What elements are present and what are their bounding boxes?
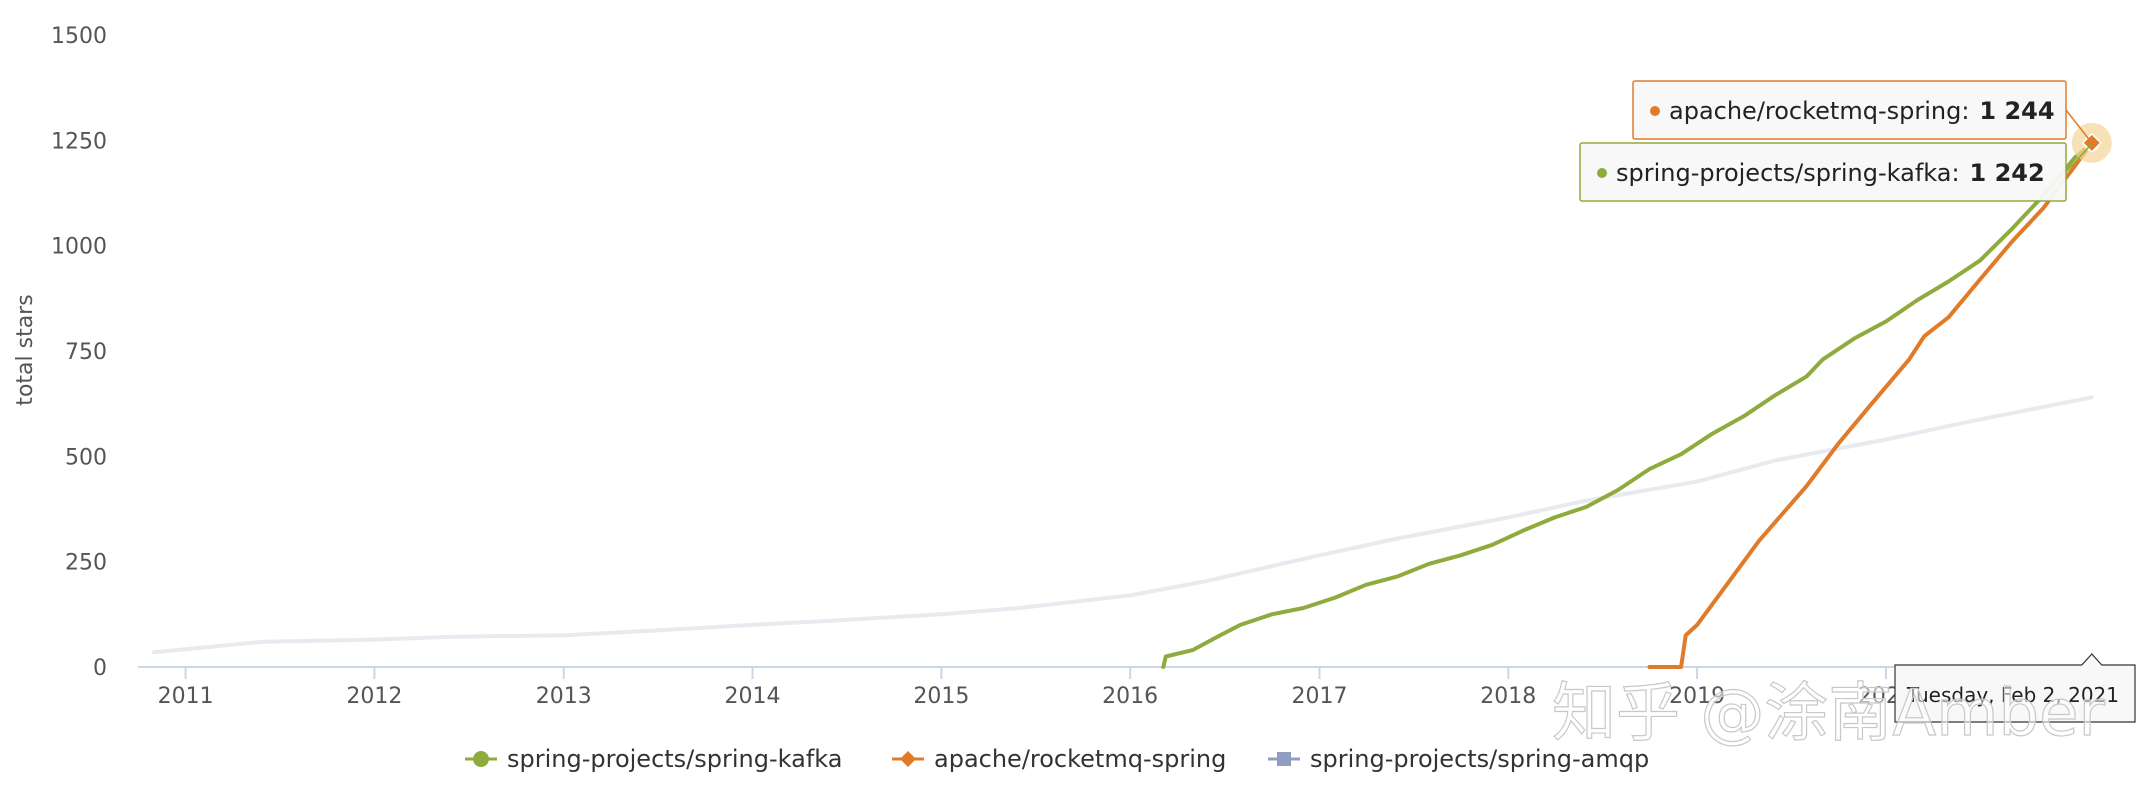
y-tick-label: 0 [93,656,107,681]
watermark-text: 知乎 @涂南Amber [1552,677,2105,751]
tooltip-dot [1597,168,1607,178]
y-axis-title: total stars [13,294,38,405]
legend-diamond-marker [900,751,916,767]
y-tick-label: 750 [65,340,107,365]
tooltip-label: apache/rocketmq-spring: [1669,97,1969,125]
x-tick-label: 2012 [346,684,402,709]
tooltip-value: 1 242 [1970,159,2045,187]
tooltip-dot [1650,106,1660,116]
x-tick-label: 2011 [158,684,214,709]
legend-item[interactable]: spring-projects/spring-amqp [1268,745,1649,773]
y-axis: 0 250 500 750 1000 1250 1500 [51,24,107,681]
legend-label: spring-projects/spring-amqp [1310,745,1649,773]
tooltip-text: apache/rocketmq-spring: 1 244 [1669,97,2055,125]
x-tooltip-label: Tuesday, Feb 2, 2021 [1906,683,2119,707]
tooltip-1: spring-projects/spring-kafka: 1 242 [1579,142,2093,202]
legend-label: apache/rocketmq-spring [934,745,1226,773]
x-tick-label: 2018 [1480,684,1536,709]
y-tick-label: 1500 [51,24,107,49]
y-tick-label: 500 [65,445,107,470]
tooltip-text: spring-projects/spring-kafka: 1 242 [1616,159,2045,187]
x-tick-label: 2014 [725,684,781,709]
tooltip-connector [2065,143,2093,173]
y-tick-label: 1000 [51,235,107,260]
legend: spring-projects/spring-kafka apache/rocke… [465,745,1649,773]
x-tick-label: 2015 [913,684,969,709]
tooltip-layer: apache/rocketmq-spring: 1 244 spring-proje… [1579,80,2136,723]
y-tick-label: 250 [65,551,107,576]
tooltip-label: spring-projects/spring-kafka: [1616,159,1960,187]
tooltip-connector [2065,109,2093,144]
y-tick-label: 1250 [51,129,107,154]
legend-label: spring-projects/spring-kafka [507,745,842,773]
series-line-spring-projects-spring-kafka [1161,141,2094,669]
x-tick-label: 2017 [1291,684,1347,709]
series-line-spring-projects-spring-amqp [152,395,2094,655]
x-axis-tooltip: Tuesday, Feb 2, 2021 [1894,653,2136,723]
legend-item[interactable]: spring-projects/spring-kafka [465,745,842,773]
x-tick-label: 2019 [1669,684,1725,709]
series-layer [152,140,2094,669]
tooltip-value: 1 244 [1979,97,2054,125]
x-tick-label: 2016 [1102,684,1158,709]
legend-circle-marker [473,751,489,767]
x-tooltip-box [1894,653,2136,723]
tooltip-box [1579,142,2067,202]
x-tick-label: 2013 [536,684,592,709]
tooltip-0: apache/rocketmq-spring: 1 244 [1632,80,2093,144]
legend-square-marker [1277,752,1291,766]
tooltip-box [1632,80,2067,140]
legend-item[interactable]: apache/rocketmq-spring [892,745,1226,773]
series-line-apache-rocketmq-spring [1647,140,2094,669]
